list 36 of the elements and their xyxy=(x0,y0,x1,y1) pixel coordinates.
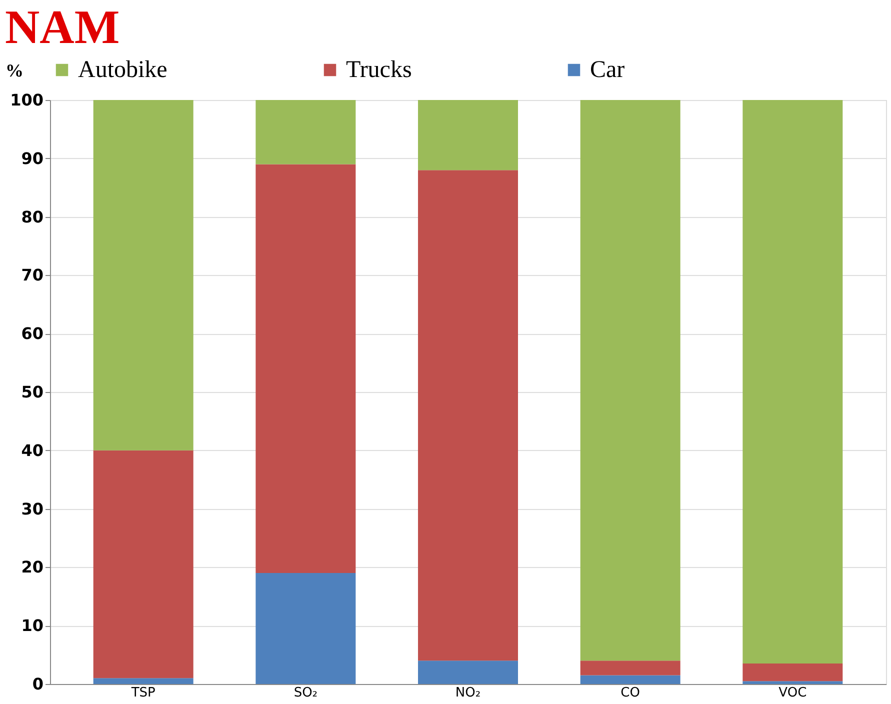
bar xyxy=(256,164,356,574)
y-tick-label: 70 xyxy=(21,266,44,285)
y-tick-label: 0 xyxy=(32,674,44,694)
y-tick-label: 50 xyxy=(21,382,44,402)
legend-label: Trucks xyxy=(346,57,412,83)
bar xyxy=(93,100,194,450)
y-tick-label: 100 xyxy=(10,90,44,110)
y-tick-label: 40 xyxy=(21,440,44,460)
bar xyxy=(93,450,194,678)
bar xyxy=(418,660,518,684)
legend-label: Autobike xyxy=(78,57,168,83)
x-tick-label: CO xyxy=(620,686,640,700)
bar xyxy=(93,678,194,684)
bar xyxy=(742,681,843,684)
y-tick-label: 10 xyxy=(21,616,44,636)
y-tick-label: 30 xyxy=(21,499,44,518)
x-tick-label: SO₂ xyxy=(294,686,318,700)
bar xyxy=(256,573,356,684)
chart-title: NAM xyxy=(5,1,120,54)
bar xyxy=(580,100,680,661)
y-tick-label: 20 xyxy=(21,558,44,577)
bar xyxy=(580,675,680,684)
x-tick-label: NO₂ xyxy=(455,686,481,700)
bar xyxy=(580,660,680,676)
x-tick-label: TSP xyxy=(130,686,156,700)
y-tick-label: 80 xyxy=(21,207,44,226)
bar xyxy=(418,100,518,170)
y-axis-title: % xyxy=(6,60,24,80)
y-tick-label: 90 xyxy=(21,148,44,168)
x-tick-label: VOC xyxy=(778,686,807,700)
bar xyxy=(256,100,356,164)
bar xyxy=(742,100,843,664)
bar xyxy=(742,664,843,682)
y-tick-label: 60 xyxy=(21,324,44,344)
legend-label: Car xyxy=(590,57,625,83)
bar xyxy=(418,170,518,661)
